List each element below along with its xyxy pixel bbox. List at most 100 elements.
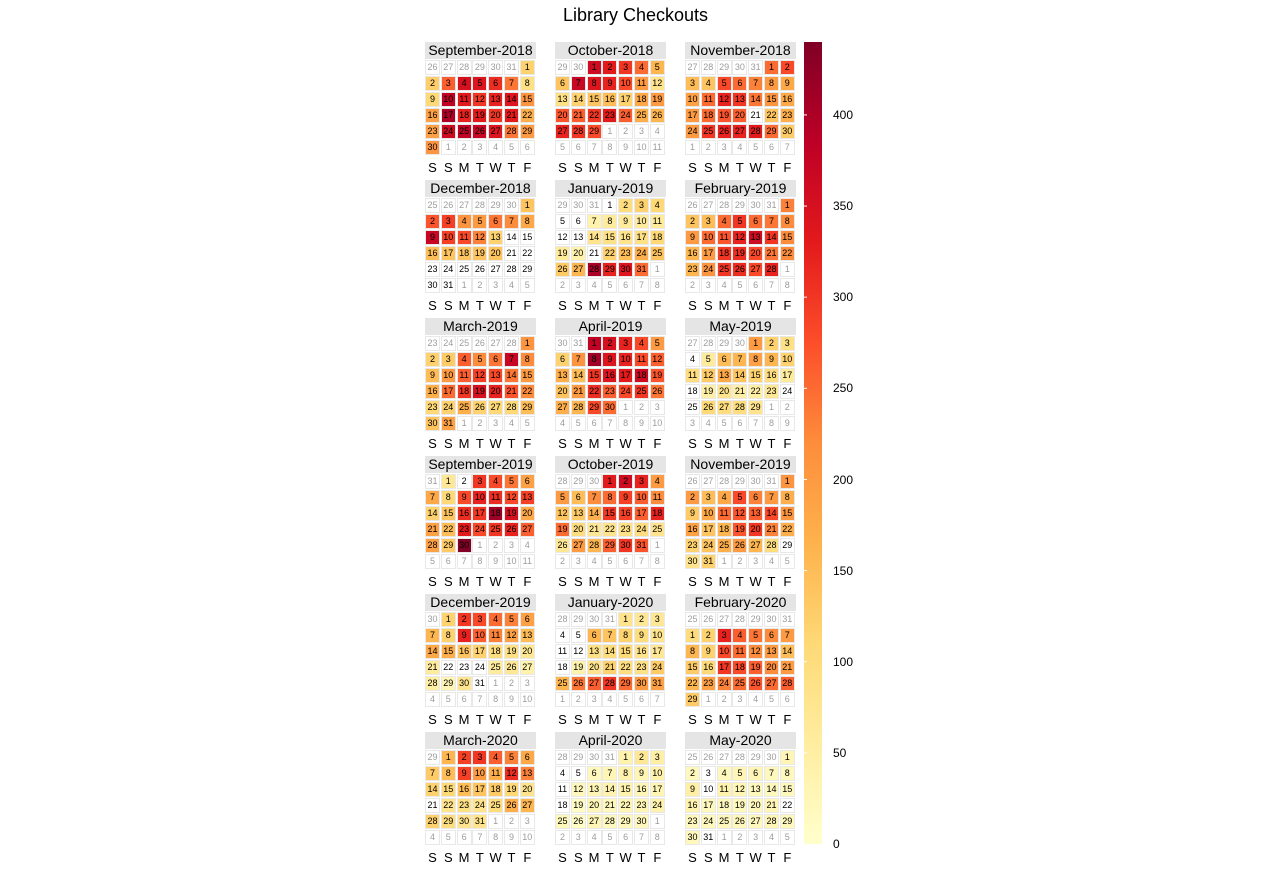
filler-day-cell: 6 xyxy=(586,415,602,431)
day-cell: 8 xyxy=(764,75,779,91)
day-cell: 8 xyxy=(586,75,602,91)
day-cell: 5 xyxy=(472,213,488,229)
weekday-label: S xyxy=(688,160,697,176)
weekday-label: T xyxy=(767,850,776,866)
day-cell: 16 xyxy=(602,91,618,107)
filler-day-cell: 30 xyxy=(504,198,519,213)
day-cell: 27 xyxy=(748,813,764,829)
filler-day-cell: 27 xyxy=(488,336,504,351)
weekday-label: W xyxy=(749,574,762,590)
day-cell: 16 xyxy=(764,367,779,383)
month-title-december-2018: December-2018 xyxy=(430,180,531,196)
day-cell: 19 xyxy=(555,521,570,537)
day-cell: 11 xyxy=(555,643,570,659)
day-cell: 26 xyxy=(732,537,748,553)
day-cell: 10 xyxy=(700,781,716,797)
day-cell: 5 xyxy=(504,750,519,765)
day-cell: 20 xyxy=(586,659,602,675)
day-cell: 13 xyxy=(570,505,586,521)
day-cell: 4 xyxy=(634,336,649,351)
day-cell: 31 xyxy=(634,261,649,277)
month-strip-may-2019 xyxy=(685,318,796,335)
day-cell: 26 xyxy=(716,123,732,139)
weekday-label: F xyxy=(523,160,532,176)
day-cell: 20 xyxy=(764,659,779,675)
day-cell: 18 xyxy=(700,107,716,123)
day-cell: 17 xyxy=(618,367,634,383)
weekday-label: S xyxy=(573,850,583,866)
day-cell: 27 xyxy=(519,659,535,675)
day-cell: 14 xyxy=(504,229,519,245)
weekday-label: F xyxy=(783,712,792,728)
day-cell: 18 xyxy=(488,781,504,797)
day-cell: 16 xyxy=(456,781,472,797)
weekday-label: S xyxy=(703,574,713,590)
day-cell: 30 xyxy=(602,399,618,415)
weekday-label: M xyxy=(458,160,470,176)
day-cell: 8 xyxy=(440,627,456,643)
day-cell: 28 xyxy=(570,123,586,139)
filler-day-cell: 4 xyxy=(488,139,504,155)
day-cell: 26 xyxy=(732,813,748,829)
filler-day-cell: 8 xyxy=(618,415,634,431)
day-cell: 14 xyxy=(570,367,586,383)
day-cell: 25 xyxy=(649,245,665,261)
filler-day-cell: 7 xyxy=(748,415,764,431)
filler-day-cell: 4 xyxy=(586,829,602,845)
day-cell: 20 xyxy=(519,505,535,521)
weekday-label: M xyxy=(718,436,730,452)
day-cell: 7 xyxy=(764,213,779,229)
day-cell: 27 xyxy=(570,261,586,277)
day-cell: 25 xyxy=(488,797,504,813)
day-cell: 16 xyxy=(618,505,634,521)
day-cell: 10 xyxy=(649,627,665,643)
filler-day-cell: 31 xyxy=(602,750,618,765)
legend-tick-label: 100 xyxy=(833,654,854,669)
day-cell: 30 xyxy=(425,139,440,155)
day-cell: 1 xyxy=(440,750,456,765)
day-cell: 23 xyxy=(634,659,649,675)
weekday-label: S xyxy=(428,160,437,176)
day-cell: 13 xyxy=(748,229,764,245)
weekday-label: T xyxy=(637,298,646,314)
day-cell: 11 xyxy=(634,351,649,367)
filler-day-cell: 29 xyxy=(488,198,504,213)
month-strip-january-2019 xyxy=(555,180,666,197)
month-strip-september-2018 xyxy=(425,42,536,59)
day-cell: 30 xyxy=(634,675,649,691)
legend-gradient xyxy=(804,42,822,844)
day-cell: 12 xyxy=(732,229,748,245)
filler-day-cell: 28 xyxy=(555,612,570,627)
day-cell: 2 xyxy=(618,198,634,213)
day-cell: 9 xyxy=(456,765,472,781)
month-title-october-2018: October-2018 xyxy=(567,42,654,58)
filler-day-cell: 25 xyxy=(456,336,472,351)
filler-day-cell: 29 xyxy=(732,198,748,213)
day-cell: 5 xyxy=(555,489,570,505)
filler-day-cell: 5 xyxy=(570,415,586,431)
day-cell: 20 xyxy=(488,383,504,399)
month-title-march-2020: March-2020 xyxy=(443,732,518,748)
filler-day-cell: 30 xyxy=(732,60,748,75)
day-cell: 25 xyxy=(555,813,570,829)
filler-day-cell: 2 xyxy=(472,277,488,293)
weekday-label: W xyxy=(489,436,502,452)
filler-day-cell: 30 xyxy=(732,336,748,351)
day-cell: 24 xyxy=(472,521,488,537)
filler-day-cell: 6 xyxy=(519,139,535,155)
filler-day-cell: 1 xyxy=(779,261,795,277)
day-cell: 19 xyxy=(649,91,665,107)
day-cell: 23 xyxy=(425,399,440,415)
weekday-label: T xyxy=(735,436,744,452)
day-cell: 5 xyxy=(716,75,732,91)
filler-day-cell: 2 xyxy=(555,553,570,569)
day-cell: 29 xyxy=(586,123,602,139)
filler-day-cell: 4 xyxy=(764,553,779,569)
day-cell: 7 xyxy=(779,627,795,643)
filler-day-cell: 4 xyxy=(700,415,716,431)
weekday-label: T xyxy=(735,850,744,866)
day-cell: 4 xyxy=(488,474,504,489)
filler-day-cell: 6 xyxy=(440,553,456,569)
weekday-label: M xyxy=(588,850,600,866)
day-cell: 25 xyxy=(488,659,504,675)
